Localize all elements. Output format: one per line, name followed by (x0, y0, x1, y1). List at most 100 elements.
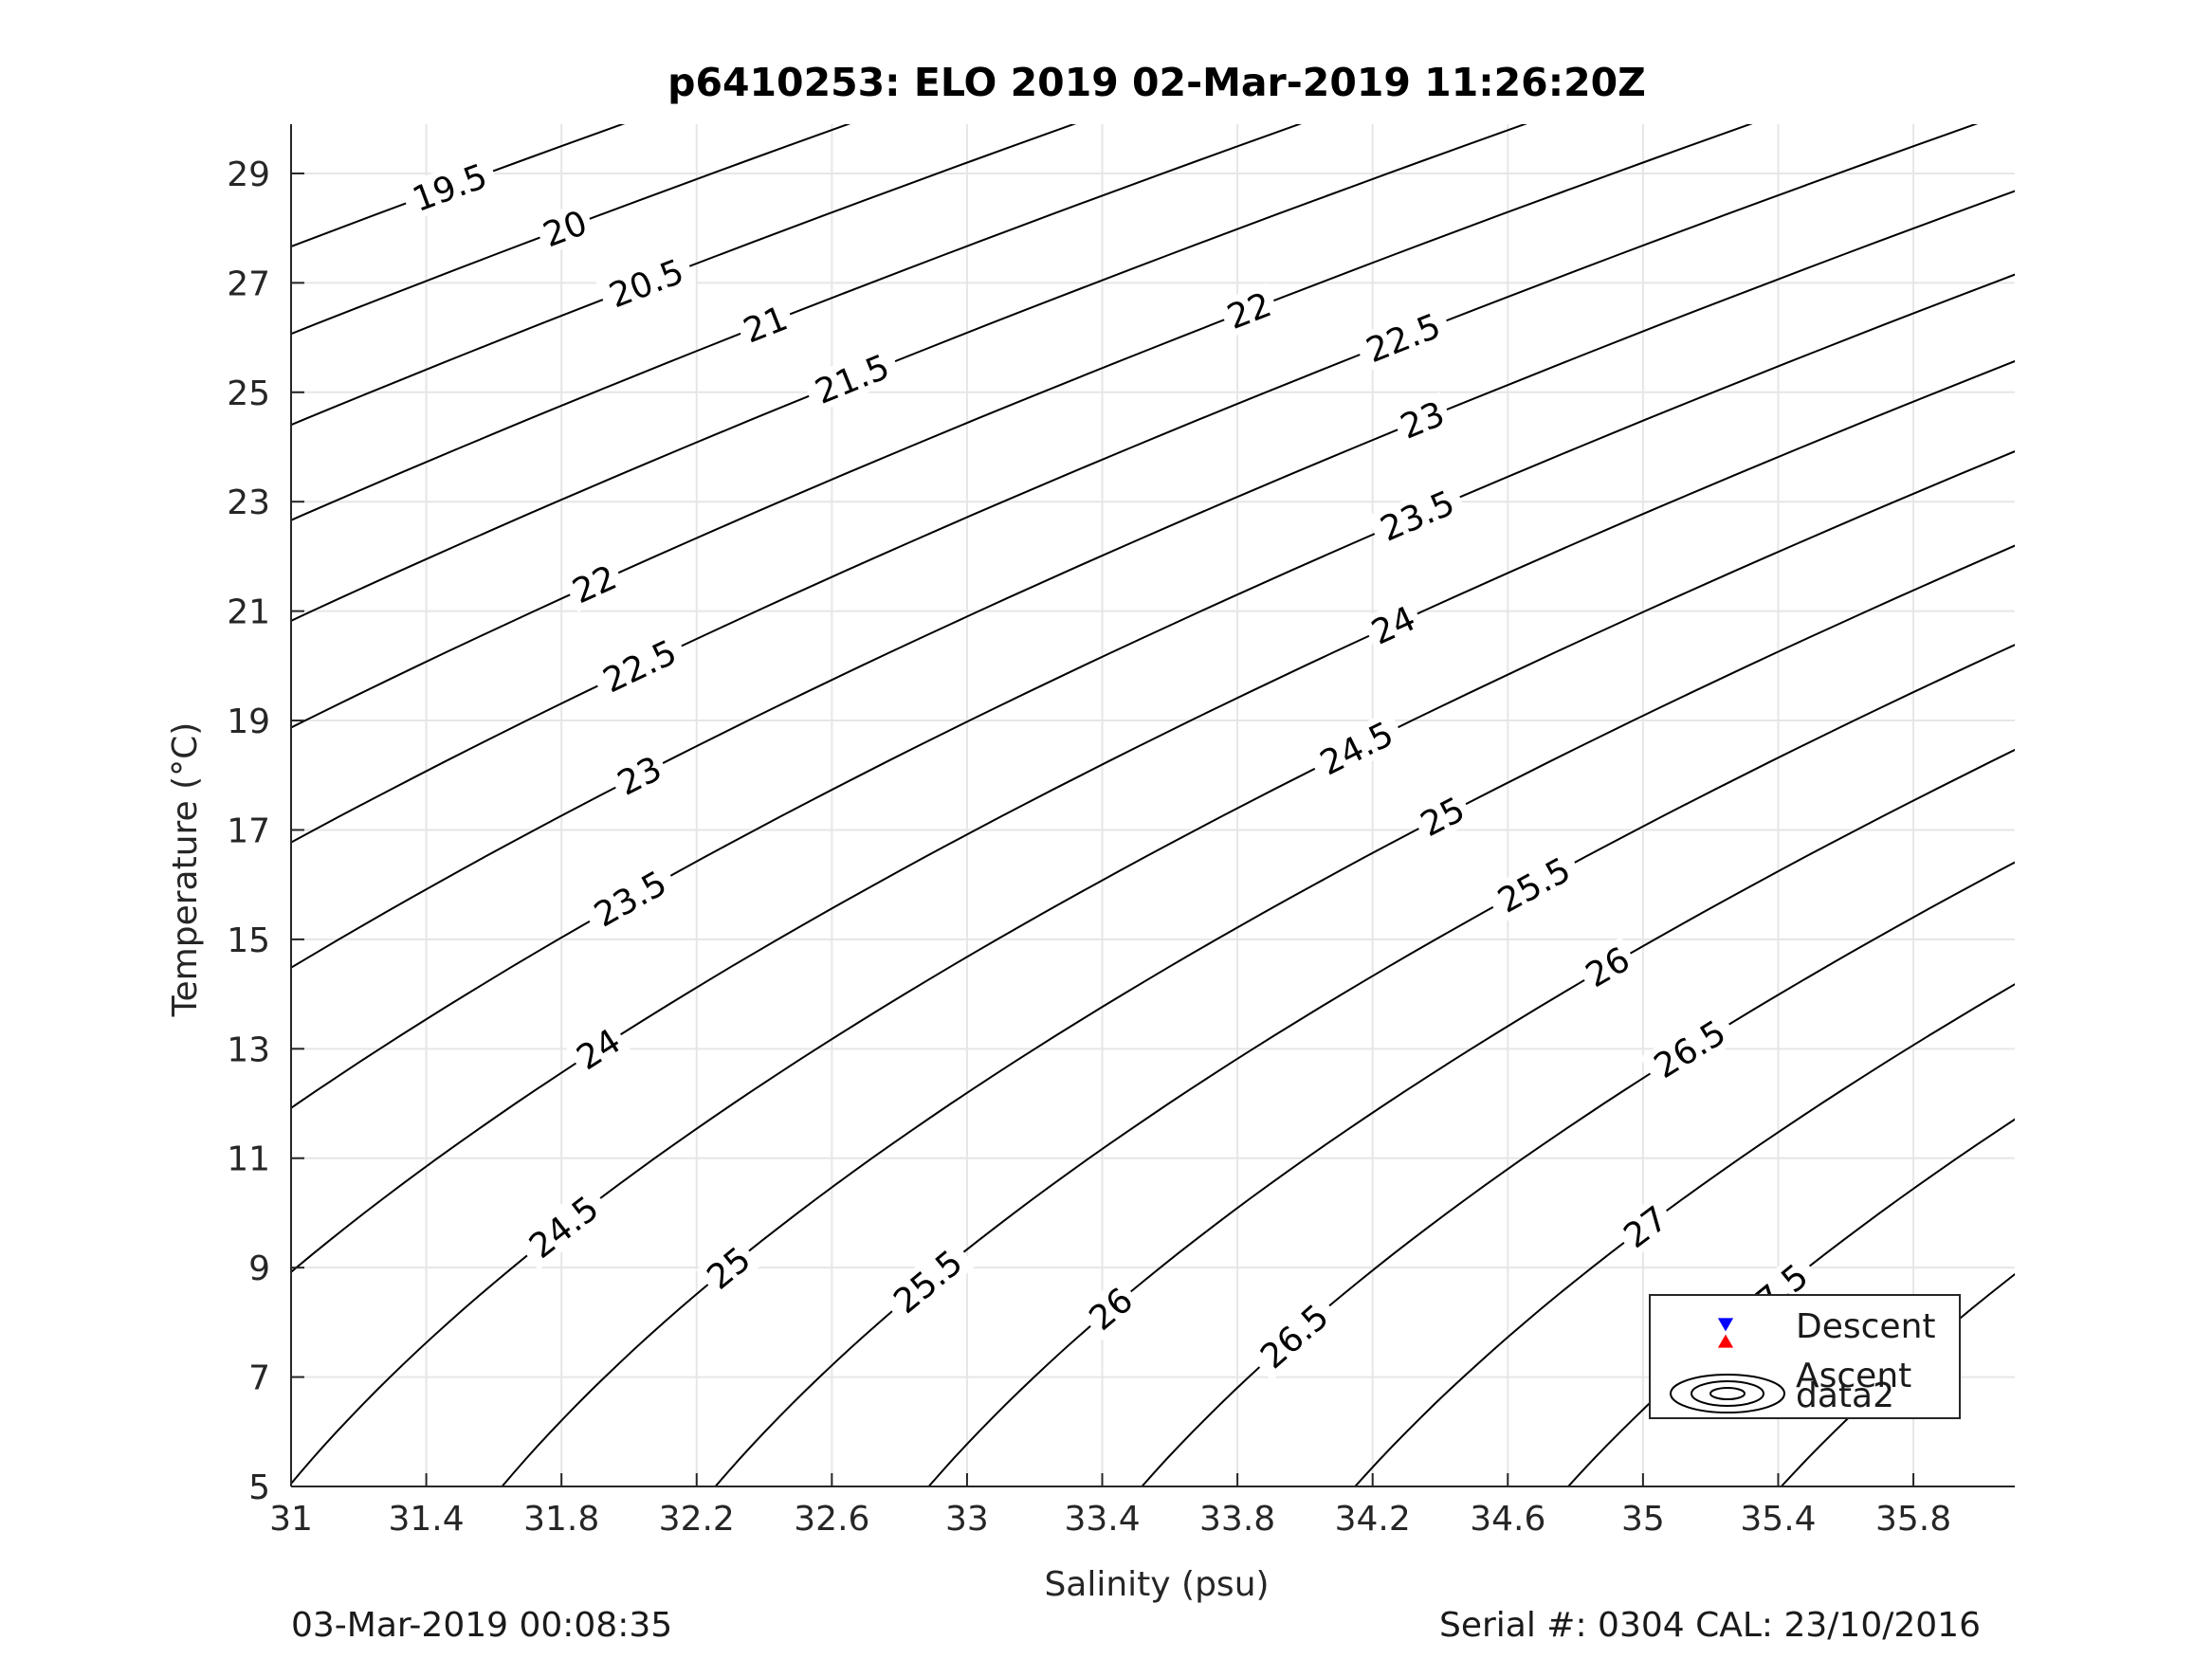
ascent-point (1425, 374, 1434, 383)
ascent-point (1555, 1191, 1563, 1199)
ascent-point (1113, 161, 1122, 171)
ascent-point (1536, 1330, 1545, 1340)
ascent-point (1546, 578, 1555, 587)
ascent-point (1565, 1139, 1574, 1149)
ascent-point (1327, 203, 1336, 212)
ascent-point (841, 161, 850, 170)
ascent-point (1490, 565, 1499, 574)
contour-label: 26.5 (1246, 1290, 1342, 1381)
ascent-point (1114, 158, 1123, 168)
ascent-point (1419, 450, 1428, 460)
ascent-point (1358, 157, 1367, 166)
ascent-point (1374, 151, 1382, 160)
ascent-point (1524, 1472, 1532, 1481)
ascent-point (1349, 158, 1359, 167)
grid-lines (290, 124, 2015, 1487)
ascent-point (804, 158, 813, 167)
y-tick-label: 15 (227, 921, 270, 960)
ascent-point (1573, 1074, 1581, 1083)
ascent-point (1539, 1294, 1547, 1303)
ascent-point (1554, 1202, 1563, 1211)
ascent-point (786, 157, 795, 167)
contour-label-bg (695, 1235, 761, 1300)
ascent-point (1542, 1355, 1550, 1364)
ascent-point (1292, 147, 1301, 155)
ascent-point (1560, 614, 1568, 623)
x-tick-label: 35.8 (1875, 1500, 1951, 1539)
ascent-point (1542, 1316, 1550, 1324)
ascent-point (1564, 893, 1573, 902)
ascent-point (1535, 1342, 1544, 1351)
ascent-point (1527, 1430, 1536, 1439)
x-tick-label: 31 (269, 1500, 313, 1539)
ascent-point (1531, 1431, 1540, 1440)
ascent-point (1232, 155, 1240, 164)
density-contour (291, 124, 1527, 622)
ascent-point (1573, 817, 1581, 826)
ascent-point (1567, 900, 1576, 909)
ascent-point (1578, 671, 1586, 680)
ascent-point (1531, 1408, 1540, 1417)
ascent-point (1559, 1144, 1568, 1154)
ascent-point (1426, 261, 1435, 269)
ascent-point (1545, 597, 1553, 606)
ascent-point (1548, 1194, 1558, 1203)
ascent-point (1599, 789, 1607, 797)
x-tick-label: 34.6 (1470, 1500, 1545, 1539)
ascent-point (1289, 147, 1298, 156)
ascent-point (1385, 139, 1394, 149)
ascent-point (1571, 1088, 1581, 1097)
ascent-point (1572, 1080, 1581, 1089)
ascent-point (1477, 556, 1486, 566)
density-contour (291, 124, 851, 336)
ascent-point (1540, 1288, 1548, 1297)
x-tick-label: 33.8 (1199, 1500, 1275, 1539)
ascent-point (1146, 164, 1155, 173)
ascent-point (1580, 1038, 1588, 1047)
ascent-point (1580, 681, 1588, 690)
ascent-point (1154, 164, 1162, 173)
ascent-point (1396, 143, 1404, 153)
y-tick-label: 9 (248, 1249, 270, 1288)
ascent-point (1360, 215, 1369, 224)
ascent-point (1573, 1077, 1581, 1085)
contour-label-bg (1306, 710, 1407, 786)
ascent-point (1427, 364, 1435, 374)
contour-label: 23 (607, 746, 672, 805)
x-tick-label: 31.8 (523, 1500, 599, 1539)
ascent-point (1426, 471, 1435, 480)
y-tick-label: 29 (227, 155, 270, 194)
ascent-point (1360, 214, 1368, 223)
contour-label: 23.5 (1366, 479, 1468, 552)
ascent-point (1152, 164, 1161, 173)
ascent-point (1556, 1180, 1564, 1189)
y-tick-label: 5 (248, 1468, 270, 1507)
ascent-point (1609, 775, 1618, 785)
x-tick-label: 34.2 (1335, 1500, 1411, 1539)
ascent-point (1465, 538, 1473, 547)
contour-label: 22 (1216, 283, 1281, 337)
ascent-point (944, 157, 953, 167)
ascent-point (1404, 140, 1413, 150)
ascent-point (1646, 736, 1655, 744)
ascent-point (1132, 157, 1141, 167)
ascent-point (1556, 1166, 1564, 1176)
ascent-point (1384, 141, 1393, 150)
ascent-point (1565, 827, 1574, 835)
contour-label-bg (1484, 846, 1584, 924)
ascent-point (1529, 574, 1538, 582)
ascent-point (926, 161, 935, 170)
ascent-point (1380, 147, 1388, 155)
ascent-point (1532, 1423, 1541, 1431)
ascent-point (1553, 599, 1562, 608)
x-tick-label: 31.4 (389, 1500, 465, 1539)
legend-entry-descent: Descent (1796, 1307, 1936, 1346)
ascent-point (1616, 711, 1624, 720)
ascent-point (1104, 159, 1112, 168)
ascent-point (1562, 1138, 1570, 1147)
ascent-point (1558, 1165, 1566, 1174)
ascent-point (1431, 372, 1440, 381)
y-tick-label: 23 (227, 483, 270, 522)
contour-label: 22.5 (589, 629, 690, 703)
